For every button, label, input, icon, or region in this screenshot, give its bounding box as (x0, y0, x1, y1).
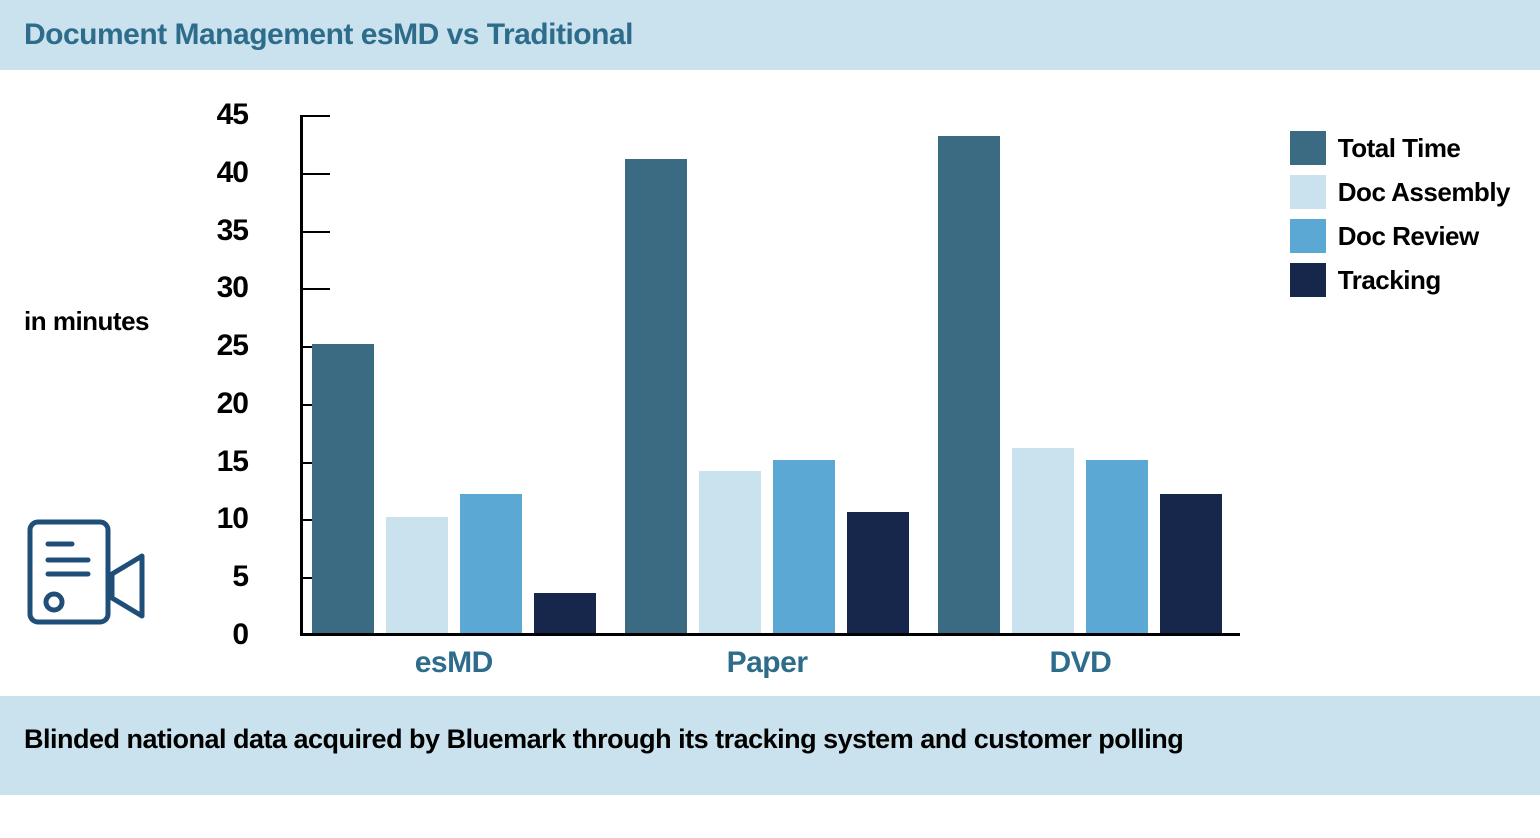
y-tick-label: 20 (198, 387, 248, 421)
legend-label: Doc Assembly (1338, 177, 1510, 208)
legend-label: Tracking (1338, 265, 1441, 296)
y-tick (300, 231, 330, 233)
header-bar: Document Management esMD vs Traditional (0, 0, 1540, 70)
bar (534, 593, 596, 633)
legend-label: Total Time (1338, 133, 1461, 164)
y-tick-label: 40 (198, 156, 248, 190)
bar (938, 136, 1000, 633)
bar (699, 471, 761, 633)
document-export-icon (24, 516, 154, 641)
legend-item: Total Time (1290, 131, 1510, 165)
footer-bar: Blinded national data acquired by Bluema… (0, 696, 1540, 795)
y-tick-label: 30 (198, 271, 248, 305)
legend-label: Doc Review (1338, 221, 1479, 252)
bar (1086, 460, 1148, 633)
bar (773, 460, 835, 633)
legend-swatch (1290, 263, 1326, 297)
legend-item: Doc Assembly (1290, 175, 1510, 209)
bar (847, 512, 909, 633)
y-tick-label: 0 (198, 618, 248, 652)
bar (460, 494, 522, 633)
y-axis (300, 116, 303, 636)
y-tick (300, 115, 330, 117)
bar (1160, 494, 1222, 633)
legend-item: Tracking (1290, 263, 1510, 297)
y-axis-label: in minutes (24, 306, 149, 337)
x-category-label: esMD (312, 646, 596, 680)
y-tick (300, 173, 330, 175)
y-tick-label: 10 (198, 502, 248, 536)
y-tick-label: 15 (198, 445, 248, 479)
x-category-label: DVD (938, 646, 1222, 680)
x-axis (300, 633, 1240, 636)
legend-swatch (1290, 131, 1326, 165)
legend-item: Doc Review (1290, 219, 1510, 253)
footer-caption: Blinded national data acquired by Bluema… (24, 724, 1516, 755)
x-category-label: Paper (625, 646, 909, 680)
chart-title: Document Management esMD vs Traditional (24, 18, 1516, 52)
bar (1012, 448, 1074, 633)
plot-area: 051015202530354045 esMDPaperDVD (260, 116, 1240, 636)
legend-swatch (1290, 175, 1326, 209)
y-tick-label: 5 (198, 560, 248, 594)
y-tick-label: 35 (198, 214, 248, 248)
bar (386, 517, 448, 633)
legend-swatch (1290, 219, 1326, 253)
legend: Total Time Doc Assembly Doc Review Track… (1290, 131, 1510, 307)
y-tick-label: 45 (198, 98, 248, 132)
bar (312, 344, 374, 633)
chart-area: in minutes 051015202530354045 esMDPaperD… (0, 76, 1540, 696)
bar (625, 159, 687, 633)
y-tick-label: 25 (198, 329, 248, 363)
y-tick (300, 288, 330, 290)
